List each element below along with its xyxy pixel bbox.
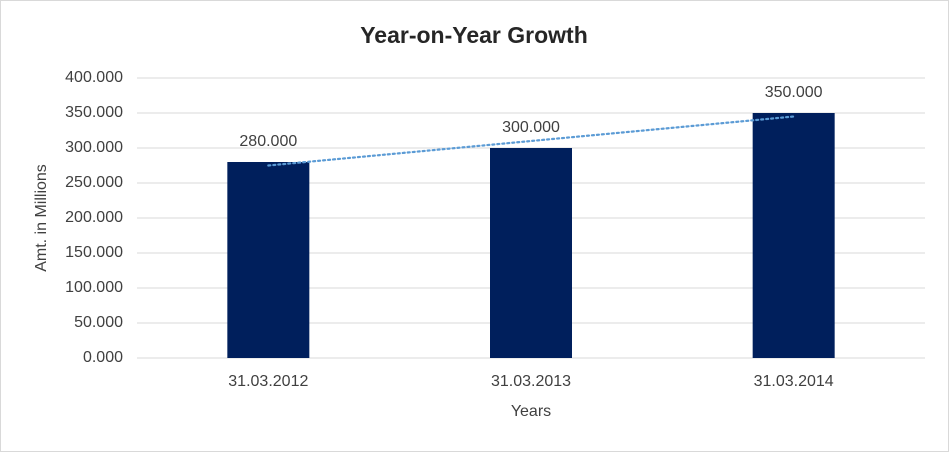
x-tick-label: 31.03.2013 xyxy=(491,373,571,390)
y-tick-label: 350.000 xyxy=(65,104,123,121)
bar xyxy=(752,113,835,358)
bar xyxy=(227,162,310,358)
y-tick-label: 300.000 xyxy=(65,139,123,156)
y-tick-label: 250.000 xyxy=(65,174,123,191)
x-axis-label: Years xyxy=(511,403,551,420)
y-axis-label: Amt. in Millions xyxy=(33,164,50,272)
y-tick-label: 0.000 xyxy=(83,349,123,366)
y-tick-label: 50.000 xyxy=(74,314,123,331)
data-label: 350.000 xyxy=(765,84,823,101)
data-label: 300.000 xyxy=(502,119,560,136)
x-tick-label: 31.03.2012 xyxy=(228,373,308,390)
y-tick-label: 200.000 xyxy=(65,209,123,226)
bar xyxy=(490,148,572,358)
x-tick-label: 31.03.2014 xyxy=(754,373,834,390)
y-tick-label: 150.000 xyxy=(65,244,123,261)
trendline xyxy=(267,115,795,167)
chart-title: Year-on-Year Growth xyxy=(360,22,588,48)
y-tick-label: 400.000 xyxy=(65,69,123,86)
data-label: 280.000 xyxy=(239,133,297,150)
y-tick-label: 100.000 xyxy=(65,279,123,296)
